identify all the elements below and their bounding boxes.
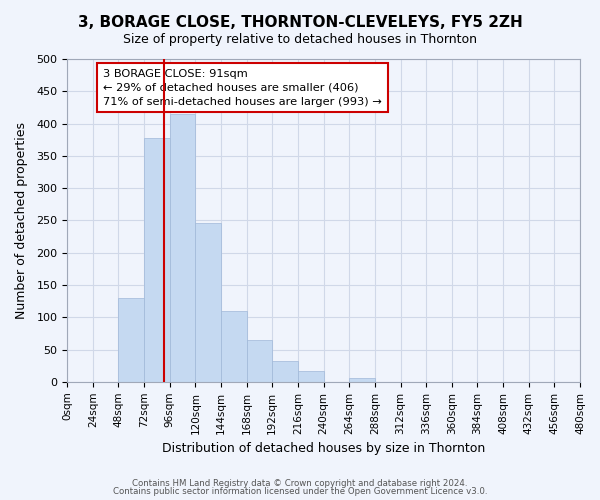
Bar <box>144 138 170 382</box>
Bar <box>349 378 375 382</box>
Bar <box>196 223 221 382</box>
Text: Size of property relative to detached houses in Thornton: Size of property relative to detached ho… <box>123 32 477 46</box>
Text: Contains HM Land Registry data © Crown copyright and database right 2024.: Contains HM Land Registry data © Crown c… <box>132 478 468 488</box>
X-axis label: Distribution of detached houses by size in Thornton: Distribution of detached houses by size … <box>162 442 485 455</box>
Bar <box>247 340 272 382</box>
Y-axis label: Number of detached properties: Number of detached properties <box>15 122 28 319</box>
Text: 3, BORAGE CLOSE, THORNTON-CLEVELEYS, FY5 2ZH: 3, BORAGE CLOSE, THORNTON-CLEVELEYS, FY5… <box>77 15 523 30</box>
Bar <box>118 298 144 382</box>
Bar <box>298 371 323 382</box>
Text: Contains public sector information licensed under the Open Government Licence v3: Contains public sector information licen… <box>113 487 487 496</box>
Bar <box>170 114 196 382</box>
Bar <box>221 311 247 382</box>
Text: 3 BORAGE CLOSE: 91sqm
← 29% of detached houses are smaller (406)
71% of semi-det: 3 BORAGE CLOSE: 91sqm ← 29% of detached … <box>103 68 382 106</box>
Bar <box>272 360 298 382</box>
